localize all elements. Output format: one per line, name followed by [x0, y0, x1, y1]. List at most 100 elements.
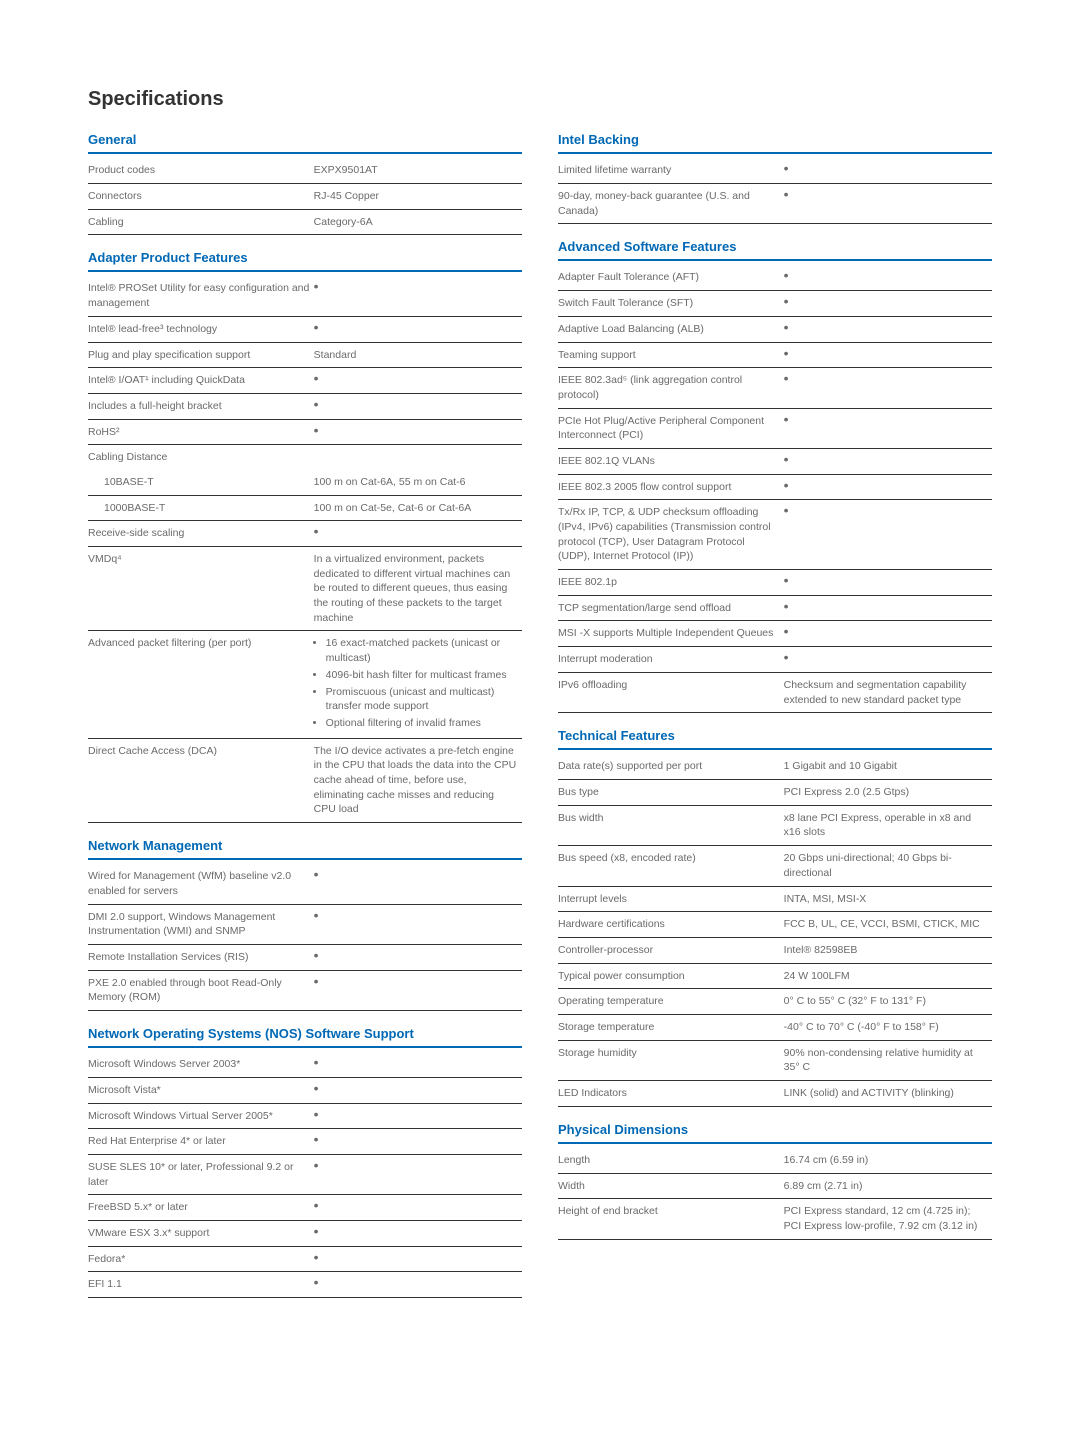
- bullet-icon: •: [784, 319, 789, 335]
- spec-value: •: [784, 621, 992, 647]
- spec-label: Fedora*: [88, 1246, 314, 1272]
- bullet-icon: •: [314, 1223, 319, 1239]
- spec-label: Tx/Rx IP, TCP, & UDP checksum offloading…: [558, 500, 784, 570]
- spec-value: •: [784, 448, 992, 474]
- table-row: Storage temperature-40° C to 70° C (-40°…: [558, 1014, 992, 1040]
- spec-value: 24 W 100LFM: [784, 963, 992, 989]
- spec-sheet-page: Specifications GeneralProduct codesEXPX9…: [0, 0, 1080, 1358]
- table-row: Fedora*•: [88, 1246, 522, 1272]
- section-heading: General: [88, 131, 522, 154]
- bullet-icon: •: [784, 160, 789, 176]
- table-row: Hardware certificationsFCC B, UL, CE, VC…: [558, 912, 992, 938]
- bullet-icon: •: [314, 523, 319, 539]
- spec-value: -40° C to 70° C (-40° F to 158° F): [784, 1014, 992, 1040]
- spec-label: Intel® PROSet Utility for easy configura…: [88, 276, 314, 316]
- spec-label: Interrupt levels: [558, 886, 784, 912]
- spec-label: Cabling Distance: [88, 445, 314, 470]
- table-row: CablingCategory-6A: [88, 209, 522, 235]
- spec-label: Height of end bracket: [558, 1199, 784, 1239]
- table-row: Remote Installation Services (RIS)•: [88, 944, 522, 970]
- spec-label: Storage humidity: [558, 1040, 784, 1080]
- table-row: Limited lifetime warranty•: [558, 158, 992, 183]
- table-row: 1000BASE-T100 m on Cat-5e, Cat-6 or Cat-…: [88, 495, 522, 521]
- spec-label: 10BASE-T: [88, 470, 314, 495]
- spec-label: Operating temperature: [558, 989, 784, 1015]
- table-row: Width6.89 cm (2.71 in): [558, 1173, 992, 1199]
- spec-value: •: [314, 393, 522, 419]
- bullet-icon: •: [784, 411, 789, 427]
- spec-label: DMI 2.0 support, Windows Management Inst…: [88, 904, 314, 944]
- spec-value: •: [314, 521, 522, 547]
- table-row: SUSE SLES 10* or later, Professional 9.2…: [88, 1154, 522, 1194]
- spec-value: •: [784, 158, 992, 183]
- spec-value: 6.89 cm (2.71 in): [784, 1173, 992, 1199]
- spec-label: Microsoft Vista*: [88, 1077, 314, 1103]
- spec-label: Length: [558, 1148, 784, 1173]
- spec-value: 16 exact-matched packets (unicast or mul…: [314, 631, 522, 738]
- bullet-icon: •: [784, 502, 789, 518]
- spec-value: •: [314, 1221, 522, 1247]
- spec-table: Intel® PROSet Utility for easy configura…: [88, 276, 522, 823]
- spec-label: EFI 1.1: [88, 1272, 314, 1298]
- table-row: PXE 2.0 enabled through boot Read-Only M…: [88, 970, 522, 1010]
- spec-label: FreeBSD 5.x* or later: [88, 1195, 314, 1221]
- table-row: Switch Fault Tolerance (SFT)•: [558, 291, 992, 317]
- table-row: IEEE 802.1p•: [558, 570, 992, 596]
- section-heading: Advanced Software Features: [558, 238, 992, 261]
- spec-label: Wired for Management (WfM) baseline v2.0…: [88, 864, 314, 904]
- table-row: Operating temperature0° C to 55° C (32° …: [558, 989, 992, 1015]
- bullet-icon: •: [314, 1274, 319, 1290]
- spec-value: 0° C to 55° C (32° F to 131° F): [784, 989, 992, 1015]
- table-row: Direct Cache Access (DCA)The I/O device …: [88, 738, 522, 822]
- spec-label: Intel® lead-free³ technology: [88, 316, 314, 342]
- bullet-icon: •: [314, 422, 319, 438]
- table-row: Wired for Management (WfM) baseline v2.0…: [88, 864, 522, 904]
- bullet-icon: •: [314, 370, 319, 386]
- spec-value: 100 m on Cat-5e, Cat-6 or Cat-6A: [314, 495, 522, 521]
- table-row: Interrupt moderation•: [558, 647, 992, 673]
- spec-label: IEEE 802.3ad⁵ (link aggregation control …: [558, 368, 784, 408]
- spec-value: Standard: [314, 342, 522, 368]
- table-row: Controller-processorIntel® 82598EB: [558, 937, 992, 963]
- spec-table: Data rate(s) supported per port1 Gigabit…: [558, 754, 992, 1106]
- spec-value: 100 m on Cat-6A, 55 m on Cat-6: [314, 470, 522, 495]
- spec-label: Connectors: [88, 183, 314, 209]
- spec-value: •: [314, 316, 522, 342]
- bullet-icon: •: [314, 396, 319, 412]
- spec-value: LINK (solid) and ACTIVITY (blinking): [784, 1081, 992, 1107]
- spec-value: •: [784, 183, 992, 223]
- bullet-icon: •: [314, 278, 319, 294]
- spec-value: •: [784, 500, 992, 570]
- bullet-icon: •: [314, 866, 319, 882]
- spec-label: Red Hat Enterprise 4* or later: [88, 1129, 314, 1155]
- bullet-icon: •: [784, 267, 789, 283]
- spec-value: Intel® 82598EB: [784, 937, 992, 963]
- spec-label: Bus type: [558, 780, 784, 806]
- table-row: Intel® I/OAT¹ including QuickData•: [88, 368, 522, 394]
- spec-value: •: [314, 1052, 522, 1077]
- spec-label: Remote Installation Services (RIS): [88, 944, 314, 970]
- table-row: EFI 1.1•: [88, 1272, 522, 1298]
- table-row: Microsoft Windows Virtual Server 2005*•: [88, 1103, 522, 1129]
- bullet-icon: •: [784, 186, 789, 202]
- table-row: IPv6 offloadingChecksum and segmentation…: [558, 672, 992, 712]
- spec-table: Limited lifetime warranty•90-day, money-…: [558, 158, 992, 224]
- spec-value: •: [314, 904, 522, 944]
- table-row: Cabling Distance: [88, 445, 522, 470]
- table-row: Adapter Fault Tolerance (AFT)•: [558, 265, 992, 290]
- table-row: Teaming support•: [558, 342, 992, 368]
- table-row: Interrupt levelsINTA, MSI, MSI-X: [558, 886, 992, 912]
- spec-value: 1 Gigabit and 10 Gigabit: [784, 754, 992, 779]
- table-row: ConnectorsRJ-45 Copper: [88, 183, 522, 209]
- bullet-icon: •: [314, 1054, 319, 1070]
- table-row: Receive-side scaling•: [88, 521, 522, 547]
- bullet-icon: •: [784, 293, 789, 309]
- spec-value: •: [314, 970, 522, 1010]
- table-row: Plug and play specification supportStand…: [88, 342, 522, 368]
- spec-value: 16.74 cm (6.59 in): [784, 1148, 992, 1173]
- table-row: IEEE 802.1Q VLANs•: [558, 448, 992, 474]
- table-row: Bus speed (x8, encoded rate)20 Gbps uni-…: [558, 846, 992, 886]
- table-row: LED IndicatorsLINK (solid) and ACTIVITY …: [558, 1081, 992, 1107]
- spec-value: The I/O device activates a pre-fetch eng…: [314, 738, 522, 822]
- table-row: PCIe Hot Plug/Active Peripheral Componen…: [558, 408, 992, 448]
